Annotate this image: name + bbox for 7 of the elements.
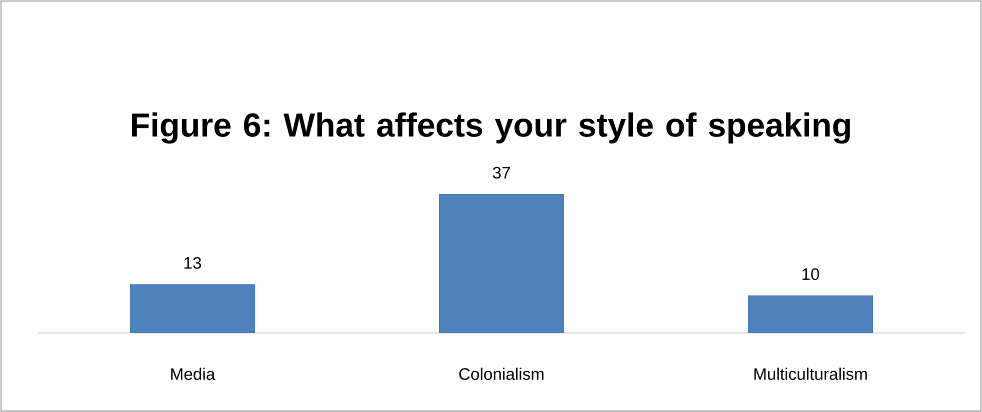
x-tick-label: Multiculturalism [754,368,867,380]
x-tick-label: Media [171,368,216,380]
data-label: 37 [492,166,510,179]
data-label: 10 [802,268,820,280]
x-tick-label: Colonialism [459,368,544,380]
chart-title: Figure 6: What affects your style of speaking [132,112,850,144]
data-label: 13 [184,256,202,269]
